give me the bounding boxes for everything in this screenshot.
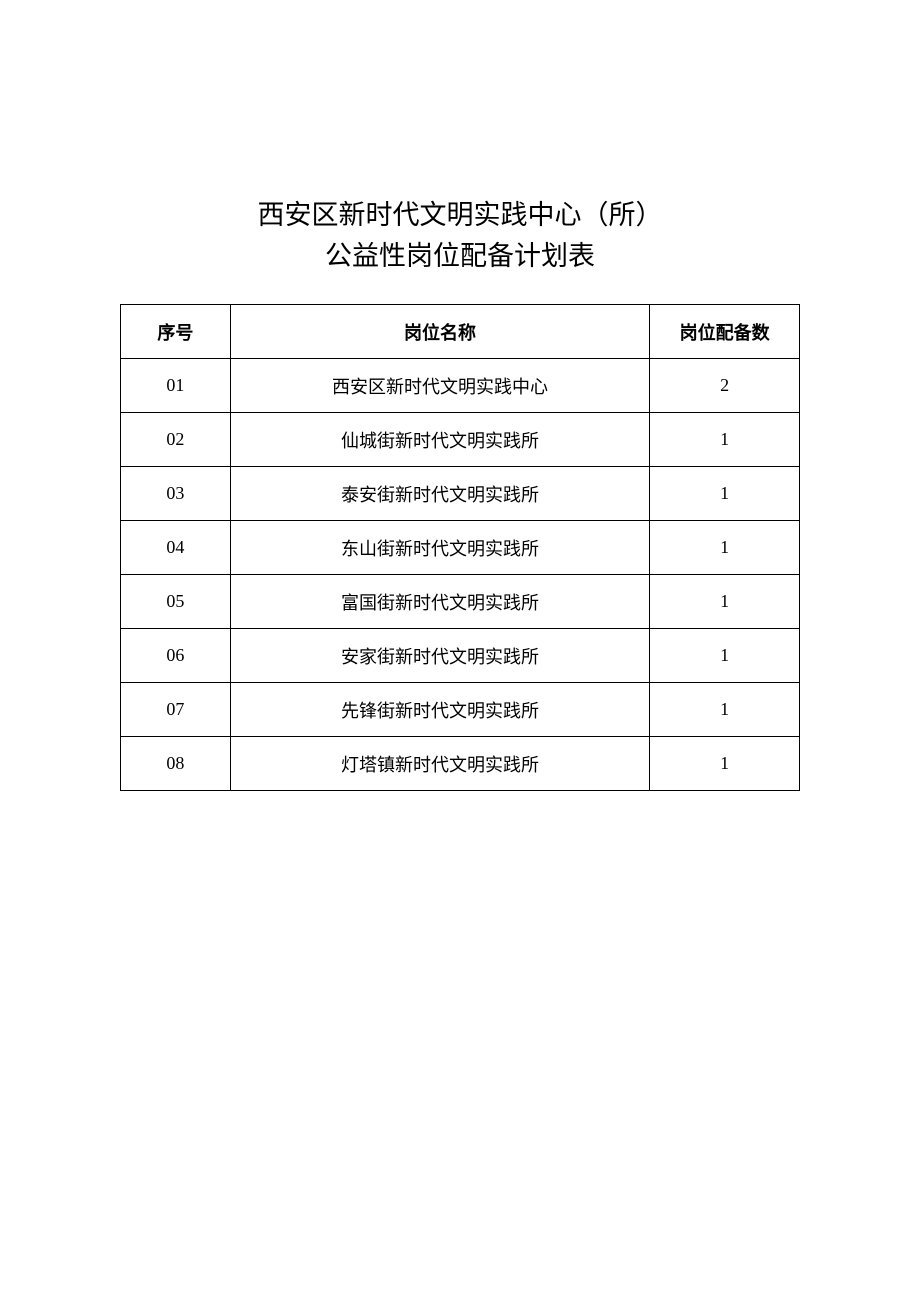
cell-index: 05 <box>121 575 231 629</box>
cell-index: 06 <box>121 629 231 683</box>
cell-name: 泰安街新时代文明实践所 <box>230 467 649 521</box>
title-line-1: 西安区新时代文明实践中心（所） <box>0 195 920 236</box>
table-row: 05 富国街新时代文明实践所 1 <box>121 575 800 629</box>
cell-count: 1 <box>650 521 800 575</box>
cell-index: 08 <box>121 737 231 791</box>
cell-index: 01 <box>121 359 231 413</box>
header-name: 岗位名称 <box>230 305 649 359</box>
cell-count: 1 <box>650 629 800 683</box>
cell-name: 东山街新时代文明实践所 <box>230 521 649 575</box>
table-row: 02 仙城街新时代文明实践所 1 <box>121 413 800 467</box>
table-body: 01 西安区新时代文明实践中心 2 02 仙城街新时代文明实践所 1 03 泰安… <box>121 359 800 791</box>
cell-name: 富国街新时代文明实践所 <box>230 575 649 629</box>
cell-index: 07 <box>121 683 231 737</box>
header-index: 序号 <box>121 305 231 359</box>
table-row: 07 先锋街新时代文明实践所 1 <box>121 683 800 737</box>
allocation-table: 序号 岗位名称 岗位配备数 01 西安区新时代文明实践中心 2 02 仙城街新时… <box>120 304 800 791</box>
cell-name: 安家街新时代文明实践所 <box>230 629 649 683</box>
table-row: 01 西安区新时代文明实践中心 2 <box>121 359 800 413</box>
cell-index: 02 <box>121 413 231 467</box>
cell-count: 1 <box>650 683 800 737</box>
table-row: 08 灯塔镇新时代文明实践所 1 <box>121 737 800 791</box>
cell-name: 西安区新时代文明实践中心 <box>230 359 649 413</box>
table-header-row: 序号 岗位名称 岗位配备数 <box>121 305 800 359</box>
cell-index: 03 <box>121 467 231 521</box>
table-row: 04 东山街新时代文明实践所 1 <box>121 521 800 575</box>
header-count: 岗位配备数 <box>650 305 800 359</box>
table-row: 06 安家街新时代文明实践所 1 <box>121 629 800 683</box>
cell-count: 1 <box>650 413 800 467</box>
cell-name: 先锋街新时代文明实践所 <box>230 683 649 737</box>
title-line-2: 公益性岗位配备计划表 <box>0 236 920 277</box>
cell-count: 1 <box>650 575 800 629</box>
cell-index: 04 <box>121 521 231 575</box>
document-title: 西安区新时代文明实践中心（所） 公益性岗位配备计划表 <box>0 195 920 276</box>
cell-name: 仙城街新时代文明实践所 <box>230 413 649 467</box>
table-row: 03 泰安街新时代文明实践所 1 <box>121 467 800 521</box>
cell-count: 2 <box>650 359 800 413</box>
cell-count: 1 <box>650 467 800 521</box>
cell-count: 1 <box>650 737 800 791</box>
cell-name: 灯塔镇新时代文明实践所 <box>230 737 649 791</box>
